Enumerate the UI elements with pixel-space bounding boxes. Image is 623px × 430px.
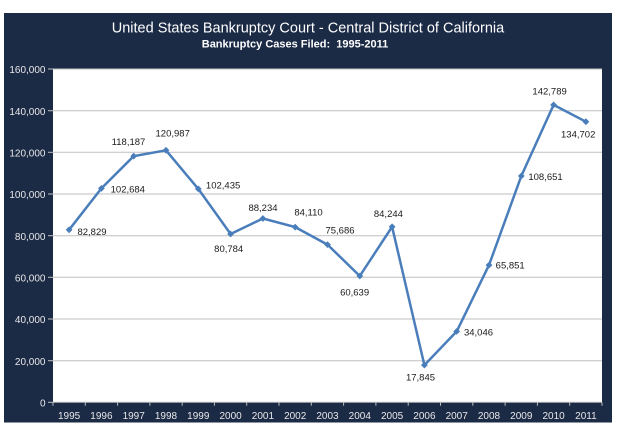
svg-text:84,110: 84,110 — [294, 208, 322, 219]
svg-text:1995: 1995 — [58, 411, 81, 422]
svg-text:Bankruptcy Cases Filed: 1995-: Bankruptcy Cases Filed: 1995-2011 — [202, 39, 388, 51]
svg-text:134,702: 134,702 — [561, 130, 595, 141]
svg-text:2004: 2004 — [349, 411, 372, 422]
svg-text:84,244: 84,244 — [374, 209, 403, 220]
svg-text:1999: 1999 — [187, 411, 210, 422]
svg-text:20,000: 20,000 — [15, 357, 46, 368]
svg-text:120,987: 120,987 — [156, 129, 190, 140]
svg-text:80,000: 80,000 — [15, 232, 46, 243]
svg-text:80,784: 80,784 — [214, 244, 243, 255]
svg-text:United States Bankruptcy Court: United States Bankruptcy Court - Central… — [112, 21, 505, 37]
svg-text:140,000: 140,000 — [9, 107, 46, 118]
svg-text:1997: 1997 — [123, 411, 146, 422]
svg-text:88,234: 88,234 — [248, 203, 277, 214]
svg-text:2007: 2007 — [446, 411, 469, 422]
svg-text:2010: 2010 — [542, 411, 565, 422]
svg-text:102,684: 102,684 — [111, 184, 145, 195]
svg-text:17,845: 17,845 — [406, 373, 435, 384]
svg-text:2008: 2008 — [478, 411, 501, 422]
svg-text:60,000: 60,000 — [15, 274, 46, 285]
svg-text:142,789: 142,789 — [532, 87, 566, 98]
svg-text:2001: 2001 — [252, 411, 275, 422]
svg-text:75,686: 75,686 — [325, 226, 354, 237]
svg-text:2011: 2011 — [575, 411, 597, 422]
svg-text:2000: 2000 — [219, 411, 242, 422]
svg-text:1996: 1996 — [90, 411, 113, 422]
svg-text:160,000: 160,000 — [9, 65, 46, 76]
svg-text:40,000: 40,000 — [15, 315, 46, 326]
svg-text:2006: 2006 — [413, 411, 436, 422]
svg-text:60,639: 60,639 — [340, 287, 369, 298]
svg-text:82,829: 82,829 — [77, 227, 106, 238]
svg-text:34,046: 34,046 — [464, 327, 493, 338]
svg-text:102,435: 102,435 — [206, 180, 240, 191]
svg-text:100,000: 100,000 — [9, 190, 46, 201]
svg-text:108,651: 108,651 — [528, 172, 562, 183]
svg-text:2002: 2002 — [284, 411, 307, 422]
svg-text:0: 0 — [40, 399, 46, 410]
svg-text:2003: 2003 — [316, 411, 339, 422]
svg-text:2009: 2009 — [510, 411, 533, 422]
svg-text:120,000: 120,000 — [9, 149, 46, 160]
svg-text:2005: 2005 — [381, 411, 404, 422]
svg-text:65,851: 65,851 — [496, 261, 525, 272]
svg-text:1998: 1998 — [155, 411, 178, 422]
svg-text:118,187: 118,187 — [112, 137, 146, 148]
